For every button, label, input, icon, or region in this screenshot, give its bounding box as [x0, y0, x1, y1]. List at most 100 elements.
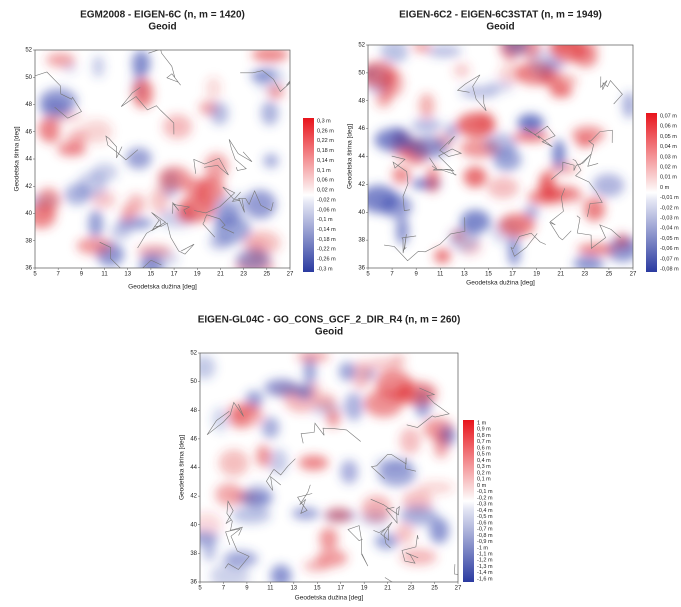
- colorbar-label: -0,1 m: [317, 217, 333, 223]
- panel-subtitle: Geoid: [148, 22, 176, 33]
- colorbar-label: -0,1 m: [477, 489, 493, 495]
- anomaly-blob: [183, 178, 211, 199]
- x-tick-label: 17: [509, 272, 516, 278]
- anomaly-blob: [399, 505, 438, 526]
- x-axis-label: Geodetska dužina [deg]: [128, 284, 197, 291]
- anomaly-blob: [263, 153, 279, 169]
- anomaly-blob: [453, 63, 471, 78]
- anomaly-blob: [235, 248, 271, 268]
- anomaly-blob: [484, 133, 518, 157]
- x-tick-label: 21: [217, 272, 224, 278]
- anomaly-blob: [121, 205, 134, 222]
- anomaly-blob: [417, 481, 455, 494]
- colorbar-label: -0,04 m: [660, 226, 679, 232]
- colorbar-label: -1,4 m: [477, 570, 493, 576]
- anomaly-blob: [131, 50, 151, 77]
- y-tick-label: 44: [190, 465, 197, 471]
- colorbar: [463, 420, 474, 582]
- anomaly-blob: [361, 495, 392, 522]
- anomaly-blob: [291, 507, 320, 520]
- x-tick-label: 7: [222, 586, 226, 592]
- y-tick-label: 52: [25, 48, 32, 54]
- anomaly-blob: [57, 143, 87, 157]
- border-line: [384, 217, 466, 262]
- anomaly-blob: [116, 217, 154, 230]
- colorbar-label: -0,2 m: [477, 495, 493, 501]
- anomaly-blob: [338, 362, 357, 382]
- y-tick-label: 48: [358, 98, 365, 104]
- anomaly-blob: [529, 48, 558, 78]
- border-line: [370, 454, 416, 479]
- border-line: [193, 157, 229, 176]
- anomaly-blob: [378, 461, 416, 487]
- anomaly-blob: [433, 431, 449, 459]
- anomaly-blob: [308, 382, 322, 398]
- anomaly-blob: [76, 237, 112, 255]
- x-axis-label: Geodetska dužina [deg]: [295, 595, 364, 602]
- panel-subtitle: Geoid: [315, 327, 343, 338]
- colorbar-label: -0,3 m: [317, 266, 333, 272]
- y-tick-label: 40: [190, 522, 197, 528]
- anomaly-blob: [380, 45, 409, 64]
- x-tick-label: 11: [267, 586, 274, 592]
- colorbar-label: 0,18 m: [317, 148, 334, 154]
- x-tick-label: 15: [314, 586, 321, 592]
- y-tick-label: 40: [358, 210, 365, 216]
- x-tick-label: 11: [437, 272, 444, 278]
- anomaly-blob: [364, 389, 404, 418]
- anomaly-blob: [622, 92, 633, 119]
- anomaly-blob: [125, 147, 152, 170]
- panel-subtitle: Geoid: [486, 22, 514, 33]
- anomaly-blob: [210, 563, 250, 582]
- anomaly-blob: [243, 189, 277, 219]
- x-tick-label: 5: [33, 272, 37, 278]
- anomaly-blob: [211, 407, 230, 432]
- x-tick-label: 17: [171, 272, 178, 278]
- colorbar-label: 0,04 m: [660, 144, 677, 150]
- anomaly-blob: [476, 109, 495, 133]
- anomaly-blob: [260, 100, 279, 126]
- borders: [384, 74, 623, 262]
- anomaly-blob: [303, 355, 317, 386]
- colorbar-label: -1 m: [477, 545, 488, 551]
- border-line: [148, 50, 181, 86]
- anomaly-blob: [204, 153, 229, 181]
- anomaly-blob: [298, 455, 329, 471]
- x-tick-label: 13: [461, 272, 468, 278]
- anomaly-blob: [344, 392, 364, 421]
- anomaly-blob: [36, 187, 61, 214]
- y-tick-label: 40: [25, 211, 32, 217]
- anomaly-blob: [218, 449, 250, 477]
- anomaly-blob: [375, 90, 392, 109]
- border-line: [171, 201, 191, 215]
- border-line: [587, 129, 613, 167]
- colorbar-label: 0,07 m: [660, 113, 677, 119]
- x-tick-label: 13: [124, 272, 131, 278]
- y-axis-label: Geodetska širina [deg]: [179, 435, 186, 500]
- anomaly-blob: [210, 101, 229, 126]
- border-line: [406, 387, 450, 428]
- colorbar-label: 0,1 m: [477, 477, 491, 483]
- border-line: [456, 74, 487, 111]
- anomaly-blob: [426, 45, 462, 58]
- colorbar-label: -0,5 m: [477, 514, 493, 520]
- y-tick-label: 36: [358, 266, 365, 272]
- y-tick-label: 50: [25, 75, 32, 81]
- y-axis-label: Geodetska širina [deg]: [347, 124, 354, 189]
- anomaly-blob: [390, 353, 407, 368]
- anomaly-blob: [399, 427, 421, 455]
- y-tick-label: 44: [358, 154, 365, 160]
- anomaly-blob: [571, 125, 606, 144]
- colorbar-label: 0,26 m: [317, 128, 334, 134]
- x-tick-label: 5: [198, 586, 202, 592]
- anomaly-blob: [251, 50, 289, 62]
- colorbar-label: -0,26 m: [317, 257, 336, 263]
- anomaly-blob: [411, 118, 442, 134]
- anomaly-blob: [396, 216, 409, 245]
- x-tick-label: 15: [485, 272, 492, 278]
- anomaly-blob: [296, 353, 330, 363]
- panel-title: EGM2008 - EIGEN-6C (n, m = 1420): [80, 10, 245, 21]
- colorbar-label: -0,08 m: [660, 266, 679, 272]
- colorbar-label: -0,8 m: [477, 533, 493, 539]
- x-tick-label: 17: [337, 586, 344, 592]
